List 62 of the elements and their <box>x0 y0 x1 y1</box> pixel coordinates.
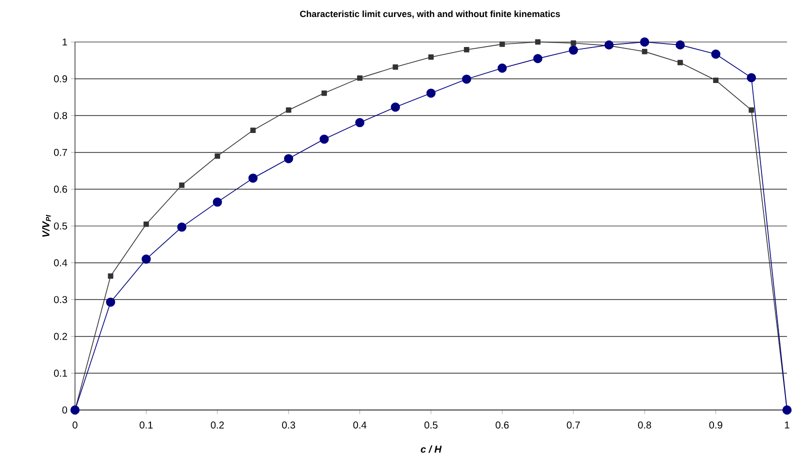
point <box>250 128 256 134</box>
point <box>357 75 362 81</box>
y-tick-label: 0.1 <box>54 370 67 377</box>
x-tick-label: 0.4 <box>353 422 366 429</box>
x-tick-label: 0.7 <box>566 422 580 429</box>
point <box>106 298 116 307</box>
x-tick-label: 1 <box>785 422 790 428</box>
point <box>179 182 184 188</box>
point <box>248 174 258 183</box>
point <box>426 88 436 98</box>
point <box>713 78 718 83</box>
y-tick-label: 0.4 <box>54 259 68 266</box>
point <box>570 40 576 46</box>
point <box>500 42 505 47</box>
y-tick-label: 0.6 <box>54 186 68 193</box>
point <box>711 50 720 59</box>
point <box>390 102 400 112</box>
point <box>464 47 470 52</box>
point <box>284 154 294 164</box>
x-tick-label: 0.9 <box>709 422 722 429</box>
x-tick-label: 0.8 <box>638 422 652 429</box>
point <box>212 197 222 207</box>
y-tick-label: 0.2 <box>54 332 67 340</box>
point <box>535 39 540 45</box>
point <box>320 134 329 144</box>
point <box>428 54 434 60</box>
point <box>533 54 542 64</box>
point <box>392 64 398 70</box>
y-axis-title: V/V$_{PI}$ <box>42 214 51 237</box>
x-tick-label: 0.2 <box>210 422 224 429</box>
point <box>286 107 292 113</box>
point <box>676 40 685 50</box>
point <box>604 40 614 50</box>
x-axis-title: c / H <box>420 445 442 453</box>
x-tick-label: 0 <box>72 422 78 429</box>
point <box>748 107 754 113</box>
point <box>568 46 578 55</box>
point <box>462 74 472 84</box>
point <box>498 64 507 73</box>
point <box>142 254 151 264</box>
point <box>678 60 683 66</box>
y-tick-label: 1 <box>62 38 67 46</box>
x-tick-label: 0.1 <box>140 422 153 429</box>
y-tick-label: 0.7 <box>54 148 67 156</box>
point <box>177 222 186 232</box>
chart-title: Characteristic limit curves, with and without finite kinematics <box>300 10 560 18</box>
x-tick-label: 0.5 <box>424 422 438 429</box>
point <box>144 221 149 227</box>
point <box>322 90 327 96</box>
point <box>746 73 756 82</box>
x-tick-label: 0.6 <box>496 422 509 429</box>
point <box>640 37 650 47</box>
x-tick-label: 0.3 <box>282 422 296 429</box>
y-tick-label: 0.3 <box>54 296 68 304</box>
point <box>355 118 364 128</box>
y-tick-label: 0.8 <box>54 112 68 120</box>
point <box>214 153 220 159</box>
point <box>642 48 648 54</box>
y-tick-label: 0 <box>62 406 68 414</box>
y-tick-label: 0.5 <box>54 222 68 230</box>
y-tick-label: 0.9 <box>54 75 68 82</box>
point <box>108 273 114 279</box>
